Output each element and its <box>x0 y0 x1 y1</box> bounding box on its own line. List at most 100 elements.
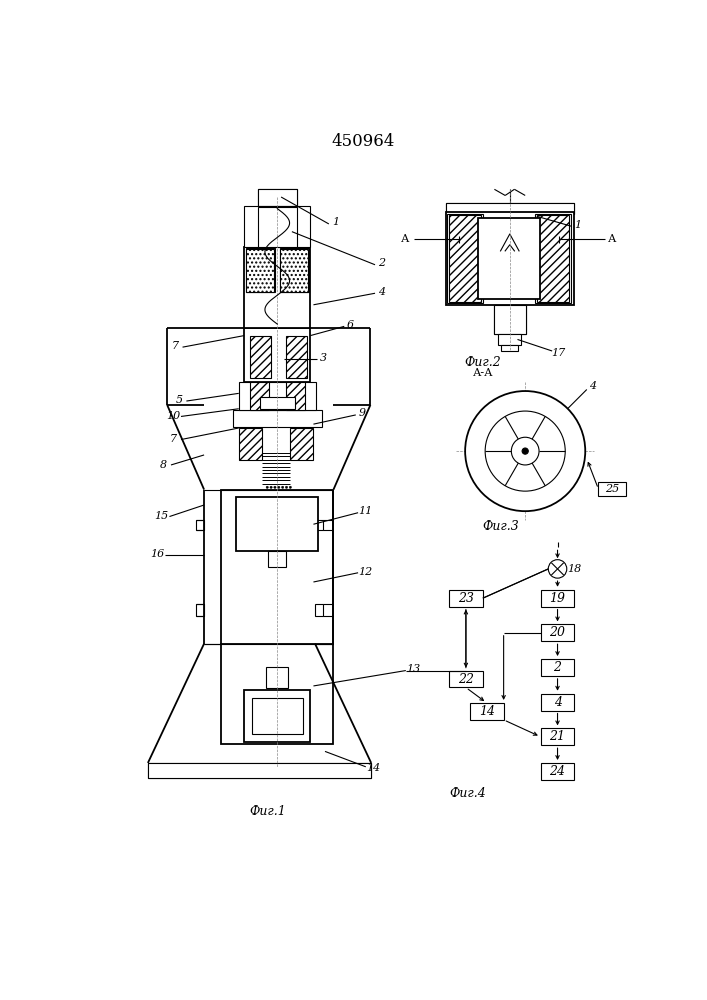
Bar <box>478 218 540 299</box>
Bar <box>221 490 334 644</box>
Text: 16: 16 <box>150 549 164 559</box>
Bar <box>250 336 271 378</box>
Bar <box>449 671 483 687</box>
Bar <box>236 497 318 551</box>
Bar <box>493 305 526 334</box>
Bar <box>535 214 571 303</box>
Text: 21: 21 <box>549 730 566 743</box>
Bar <box>291 428 313 460</box>
Bar <box>286 336 308 378</box>
Circle shape <box>281 486 284 488</box>
Text: 450964: 450964 <box>331 133 395 150</box>
Bar <box>148 763 371 778</box>
Text: 4: 4 <box>554 696 561 709</box>
Text: 25: 25 <box>605 484 619 494</box>
Text: 15: 15 <box>155 511 169 521</box>
Bar <box>258 189 296 206</box>
Bar <box>449 215 481 302</box>
Bar <box>197 604 204 616</box>
Bar <box>281 249 308 292</box>
Text: 7: 7 <box>170 434 177 444</box>
Text: А: А <box>608 234 617 244</box>
Text: 7: 7 <box>171 341 178 351</box>
Bar <box>537 215 569 302</box>
Bar <box>446 203 573 214</box>
Text: 22: 22 <box>458 673 474 686</box>
Bar <box>239 428 262 460</box>
Circle shape <box>278 486 280 488</box>
Text: 20: 20 <box>549 626 566 639</box>
Text: 10: 10 <box>166 411 180 421</box>
Text: 17: 17 <box>551 348 566 358</box>
Bar <box>469 703 503 720</box>
Bar <box>244 206 310 247</box>
Bar <box>493 305 526 334</box>
Circle shape <box>266 486 269 488</box>
Text: А: А <box>402 234 409 244</box>
Circle shape <box>485 411 565 491</box>
Bar <box>449 590 483 607</box>
Bar <box>252 698 303 734</box>
Bar <box>259 397 295 409</box>
Text: 23: 23 <box>458 592 474 605</box>
Circle shape <box>465 391 585 511</box>
Bar <box>541 659 575 676</box>
Bar <box>268 551 286 567</box>
Text: 2: 2 <box>378 258 385 268</box>
Bar <box>286 382 305 410</box>
Bar <box>247 249 274 292</box>
Text: 9: 9 <box>358 408 366 418</box>
Bar <box>246 248 275 292</box>
Bar <box>598 482 626 496</box>
Text: Фиг.4: Фиг.4 <box>449 787 486 800</box>
Text: 18: 18 <box>567 564 582 574</box>
Bar <box>315 520 322 530</box>
Bar <box>258 207 296 247</box>
Text: 14: 14 <box>479 705 495 718</box>
Bar <box>258 189 296 206</box>
Bar <box>233 410 322 427</box>
Bar <box>244 247 310 328</box>
Text: Фиг.2: Фиг.2 <box>464 356 501 369</box>
Text: 3: 3 <box>320 353 327 363</box>
Bar <box>279 248 309 292</box>
Bar <box>148 763 371 778</box>
Circle shape <box>549 560 567 578</box>
Text: 1: 1 <box>332 217 339 227</box>
Bar <box>498 334 521 345</box>
Text: 13: 13 <box>407 664 421 674</box>
Text: 6: 6 <box>347 320 354 330</box>
Bar <box>541 763 575 780</box>
Circle shape <box>289 486 291 488</box>
Text: 19: 19 <box>549 592 566 605</box>
Bar <box>315 604 322 616</box>
Bar <box>239 382 316 410</box>
Bar <box>244 328 310 382</box>
Text: 12: 12 <box>358 567 372 577</box>
Bar <box>448 214 483 303</box>
Text: 1: 1 <box>574 220 581 230</box>
Text: 5: 5 <box>176 395 183 405</box>
Text: 4: 4 <box>378 287 385 297</box>
Bar <box>197 520 204 530</box>
Bar <box>541 624 575 641</box>
Bar <box>244 690 310 742</box>
Text: 14: 14 <box>366 763 380 773</box>
Circle shape <box>270 486 272 488</box>
Bar <box>446 203 573 214</box>
Circle shape <box>286 486 288 488</box>
Circle shape <box>522 448 528 454</box>
Circle shape <box>274 486 276 488</box>
Text: А-А: А-А <box>472 368 493 378</box>
Bar <box>541 590 575 607</box>
Text: 8: 8 <box>160 460 167 470</box>
Text: 24: 24 <box>549 765 566 778</box>
Bar <box>541 694 575 711</box>
Text: 4: 4 <box>590 381 597 391</box>
Bar <box>501 345 518 351</box>
Bar <box>541 728 575 745</box>
Text: 11: 11 <box>358 506 372 516</box>
Bar <box>250 382 269 410</box>
Text: 2: 2 <box>554 661 561 674</box>
Bar <box>267 667 288 688</box>
